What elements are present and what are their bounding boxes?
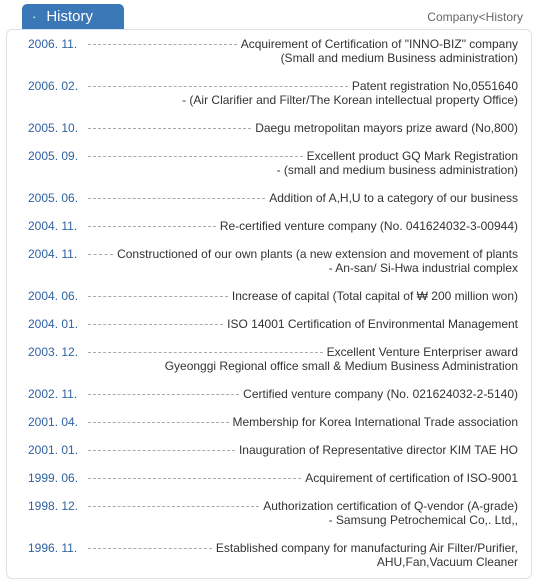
entry-text: Patent registration No,0551640 <box>351 79 518 93</box>
entry: 2006. 02. Patent registration No,0551640-… <box>28 79 518 121</box>
entry-row: 2001. 04. Membership for Korea Internatio… <box>28 415 518 429</box>
dashed-line <box>88 225 216 227</box>
entry-text: Constructioned of our own plants (a new … <box>117 247 518 261</box>
entry-text: - (Air Clarifier and Filter/The Korean i… <box>182 93 518 107</box>
date: 2006. 02. <box>28 79 79 93</box>
entry-text: Excellent Venture Enterpriser award <box>326 345 518 359</box>
entry-text: Gyeonggi Regional office small & Medium … <box>164 359 518 373</box>
entry: 2002. 11. Certified venture company (No. … <box>28 387 518 415</box>
dashed-line <box>88 155 303 157</box>
tab-label: History <box>46 8 94 25</box>
entry-row: 1998. 12. Authorization certification of … <box>28 499 518 513</box>
dashed-line <box>88 477 302 479</box>
date: 1998. 12. <box>28 499 79 513</box>
date: 2001. 01. <box>28 443 79 457</box>
date: 2002. 11. <box>28 387 78 401</box>
date: 2001. 04. <box>28 415 79 429</box>
dashed-line <box>88 43 237 45</box>
entry-text: (Small and medium Business administratio… <box>280 51 518 65</box>
breadcrumb: Company<History <box>427 10 523 24</box>
entry: 2001. 04. Membership for Korea Internatio… <box>28 415 518 443</box>
date: 2005. 10. <box>28 121 79 135</box>
dashed-line <box>88 253 114 255</box>
entry-text: - An-san/ Si-Hwa industrial complex <box>328 261 518 275</box>
entry-row: 2003. 12. Excellent Venture Enterpriser a… <box>28 345 518 359</box>
entry: 2005. 06. Addition of A,H,U to a category… <box>28 191 518 219</box>
dashed-line <box>88 127 252 129</box>
entry-text: Certified venture company (No. 021624032… <box>243 387 518 401</box>
entry-text: Addition of A,H,U to a category of our b… <box>269 191 518 205</box>
entry-row: 2006. 02. Patent registration No,0551640 <box>28 79 518 93</box>
dashed-line <box>88 547 212 549</box>
entry: 2001. 01. Inauguration of Representative … <box>28 443 518 471</box>
date: 2004. 01. <box>28 317 79 331</box>
entry: 1996. 11. Established company for manufac… <box>28 541 518 583</box>
entry-text: Inauguration of Representative director … <box>238 443 518 457</box>
entry-text: Established company for manufacturing Ai… <box>215 541 518 555</box>
history-box <box>6 29 532 579</box>
date: 2004. 06. <box>28 289 79 303</box>
entry-text: - Samsung Petrochemical Co,. Ltd,, <box>328 513 518 527</box>
dashed-line <box>88 505 260 507</box>
entry: 2005. 09. Excellent product GQ Mark Regis… <box>28 149 518 191</box>
date: 2003. 12. <box>28 345 79 359</box>
entry: 1999. 06. Acquirement of certification of… <box>28 471 518 499</box>
entry: 2004. 06. Increase of capital (Total capi… <box>28 289 518 317</box>
entry-row: 2006. 11. Acquirement of Certification of… <box>28 37 518 51</box>
entry: 2003. 12. Excellent Venture Enterpriser a… <box>28 345 518 387</box>
entry-text: Increase of capital (Total capital of ₩ … <box>231 289 518 303</box>
entry-row: 2004. 06. Increase of capital (Total capi… <box>28 289 518 303</box>
entry-text: Excellent product GQ Mark Registration <box>306 149 518 163</box>
entry-row: 2004. 01. ISO 14001 Certification of Envi… <box>28 317 518 331</box>
history-list: 2006. 11. Acquirement of Certification of… <box>28 37 518 583</box>
date: 1999. 06. <box>28 471 79 485</box>
entry-text: AHU,Fan,Vacuum Cleaner <box>376 555 518 569</box>
entry: 2004. 11. Re-certified venture company (N… <box>28 219 518 247</box>
entry-row: 2005. 09. Excellent product GQ Mark Regis… <box>28 149 518 163</box>
entry-row: 2004. 11. Constructioned of our own plant… <box>28 247 518 261</box>
entry-row: 2002. 11. Certified venture company (No. … <box>28 387 518 401</box>
entry-text: Authorization certification of Q-vendor … <box>263 499 518 513</box>
entry-row: 1999. 06. Acquirement of certification of… <box>28 471 518 485</box>
entry: 2004. 01. ISO 14001 Certification of Envi… <box>28 317 518 345</box>
entry-text: Acquirement of certification of ISO-9001 <box>305 471 518 485</box>
date: 1996. 11. <box>28 541 78 555</box>
entry-text: ISO 14001 Certification of Environmental… <box>227 317 518 331</box>
entry-text: Daegu metropolitan mayors prize award (N… <box>255 121 518 135</box>
entry-row: 2001. 01. Inauguration of Representative … <box>28 443 518 457</box>
entry-row: 1996. 11. Established company for manufac… <box>28 541 518 555</box>
entry-row: 2004. 11. Re-certified venture company (N… <box>28 219 518 233</box>
date: 2004. 11. <box>28 247 78 261</box>
entry-row: 2005. 10. Daegu metropolitan mayors prize… <box>28 121 518 135</box>
date: 2005. 06. <box>28 191 79 205</box>
entry: 2005. 10. Daegu metropolitan mayors prize… <box>28 121 518 149</box>
date: 2004. 11. <box>28 219 78 233</box>
entry-text: Re-certified venture company (No. 041624… <box>219 219 518 233</box>
entry: 1998. 12. Authorization certification of … <box>28 499 518 541</box>
dashed-line <box>88 85 348 87</box>
entry-text: Membership for Korea International Trade… <box>232 415 519 429</box>
tab[interactable]: · History <box>22 4 124 29</box>
dashed-line <box>88 421 229 423</box>
entry-text: Acquirement of Certification of "INNO-BI… <box>240 37 518 51</box>
date: 2005. 09. <box>28 149 79 163</box>
entry: 2004. 11. Constructioned of our own plant… <box>28 247 518 289</box>
dashed-line <box>88 323 224 325</box>
dashed-line <box>88 351 323 353</box>
entry: 2006. 11. Acquirement of Certification of… <box>28 37 518 79</box>
dashed-line <box>88 197 266 199</box>
date: 2006. 11. <box>28 37 78 51</box>
entry-text: - (small and medium business administrat… <box>276 163 518 177</box>
dashed-line <box>88 295 228 297</box>
entry-row: 2005. 06. Addition of A,H,U to a category… <box>28 191 518 205</box>
dashed-line <box>88 449 235 451</box>
dashed-line <box>88 393 240 395</box>
